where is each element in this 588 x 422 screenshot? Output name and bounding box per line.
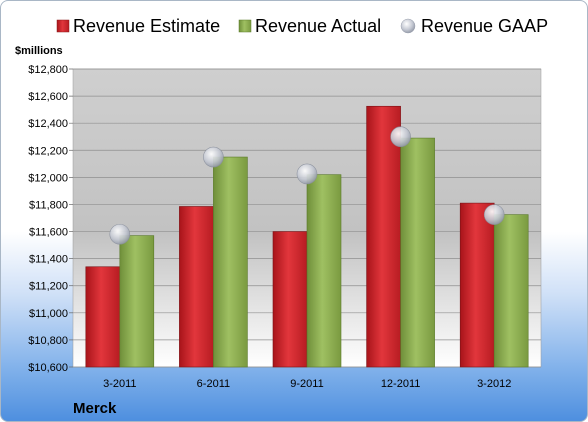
bars xyxy=(85,105,529,368)
marker-revenue-gaap xyxy=(296,163,318,185)
marker-revenue-gaap xyxy=(390,126,411,148)
y-tick-label: $10,800 xyxy=(28,335,68,347)
bar-revenue-estimate xyxy=(179,206,214,368)
bar-revenue-estimate xyxy=(366,105,401,368)
legend-label-revenue-gaap: Revenue GAAP xyxy=(421,16,548,36)
x-tick-label: 3-2012 xyxy=(477,378,511,390)
legend: Revenue Estimate Revenue Actual Revenue … xyxy=(56,16,548,36)
bar-revenue-estimate xyxy=(272,231,308,368)
y-axis-unit-label: $millions xyxy=(15,45,63,57)
x-tick-label: 9-2011 xyxy=(290,378,323,390)
x-tick-label: 6-2011 xyxy=(197,378,230,390)
legend-swatch-revenue-gaap xyxy=(400,18,416,34)
bar-revenue-actual xyxy=(306,174,342,368)
bar-revenue-actual xyxy=(400,137,435,368)
gaap-markers xyxy=(109,126,505,245)
y-tick-label: $11,400 xyxy=(29,254,68,266)
legend-swatch-revenue-actual xyxy=(238,19,252,33)
legend-label-revenue-estimate: Revenue Estimate xyxy=(73,16,220,36)
marker-revenue-gaap xyxy=(483,204,505,225)
legend-swatch-revenue-estimate xyxy=(56,19,70,33)
y-tick-label: $11,200 xyxy=(29,281,68,293)
y-tick-label: $12,600 xyxy=(28,91,68,103)
x-axis: 3-2011 6-2011 9-2011 12-2011 3-2012 xyxy=(103,378,511,390)
y-tick-label: $12,800 xyxy=(28,64,68,76)
bar-revenue-estimate xyxy=(85,266,121,368)
y-tick-label: $12,400 xyxy=(28,118,68,130)
y-tick-label: $11,600 xyxy=(29,227,68,239)
y-axis: $10,600 $10,800 $11,000 $11,200 $11,400 $11,6… xyxy=(28,64,73,374)
bar-revenue-estimate xyxy=(459,202,495,368)
bar-revenue-actual xyxy=(119,235,155,368)
y-tick-label: $11,800 xyxy=(29,199,68,211)
y-tick-label: $11,000 xyxy=(29,308,68,320)
company-name: Merck xyxy=(73,400,117,417)
marker-revenue-gaap xyxy=(203,146,224,168)
y-tick-label: $12,200 xyxy=(28,145,68,157)
legend-label-revenue-actual: Revenue Actual xyxy=(255,16,381,36)
bar-revenue-actual xyxy=(493,214,529,368)
x-tick-label: 3-2011 xyxy=(103,378,136,390)
marker-revenue-gaap xyxy=(109,223,131,245)
y-tick-label: $12,000 xyxy=(28,172,68,184)
y-tick-label: $10,600 xyxy=(28,362,68,374)
bar-revenue-actual xyxy=(213,156,248,368)
x-tick-label: 12-2011 xyxy=(381,378,421,390)
